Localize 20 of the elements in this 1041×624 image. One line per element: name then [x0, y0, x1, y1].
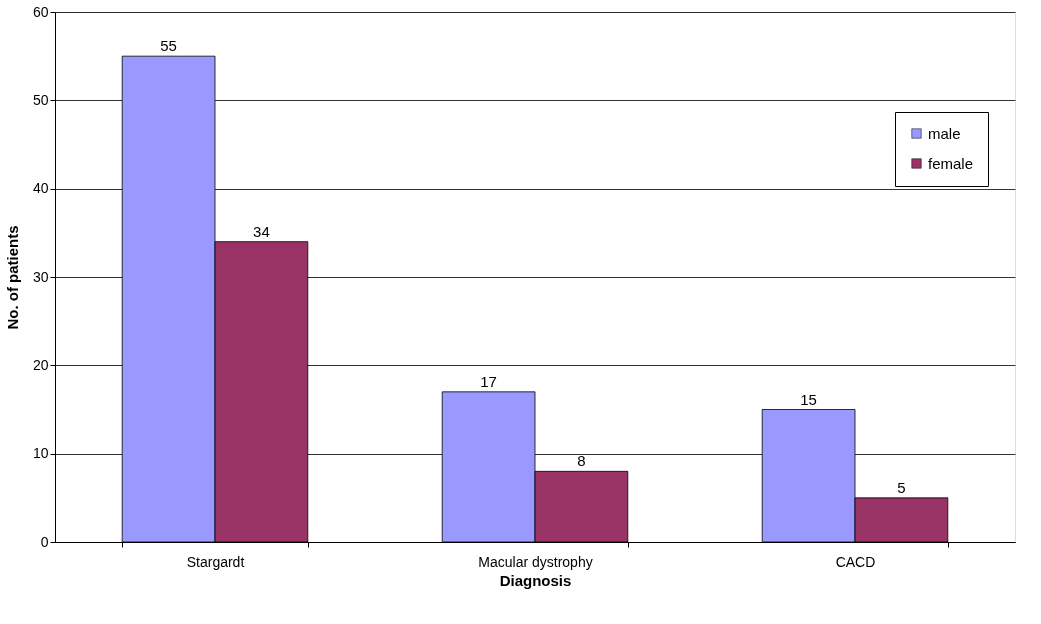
y-tick-label: 40 — [32, 180, 49, 197]
y-tick-label: 10 — [32, 445, 49, 462]
legend-label: male — [928, 124, 961, 142]
data-label: 55 — [160, 37, 177, 55]
x-tick-label: CACD — [835, 553, 876, 570]
data-label: 34 — [253, 222, 270, 240]
y-tick-label: 30 — [32, 268, 49, 285]
data-label: 8 — [577, 452, 586, 470]
x-tick-label: Macular dystrophy — [478, 553, 593, 570]
legend-label: female — [928, 154, 974, 172]
y-tick-label: 50 — [32, 91, 49, 108]
y-tick-label: 20 — [32, 356, 49, 373]
data-label: 17 — [480, 372, 497, 390]
y-axis-title: No. of patients — [3, 225, 21, 330]
x-tick-label: Stargardt — [186, 553, 245, 570]
data-label: 15 — [800, 390, 817, 408]
x-axis-title: Diagnosis — [499, 571, 572, 589]
data-label: 5 — [897, 478, 906, 496]
y-tick-label: 60 — [32, 3, 49, 20]
y-tick-label: 0 — [40, 533, 49, 550]
